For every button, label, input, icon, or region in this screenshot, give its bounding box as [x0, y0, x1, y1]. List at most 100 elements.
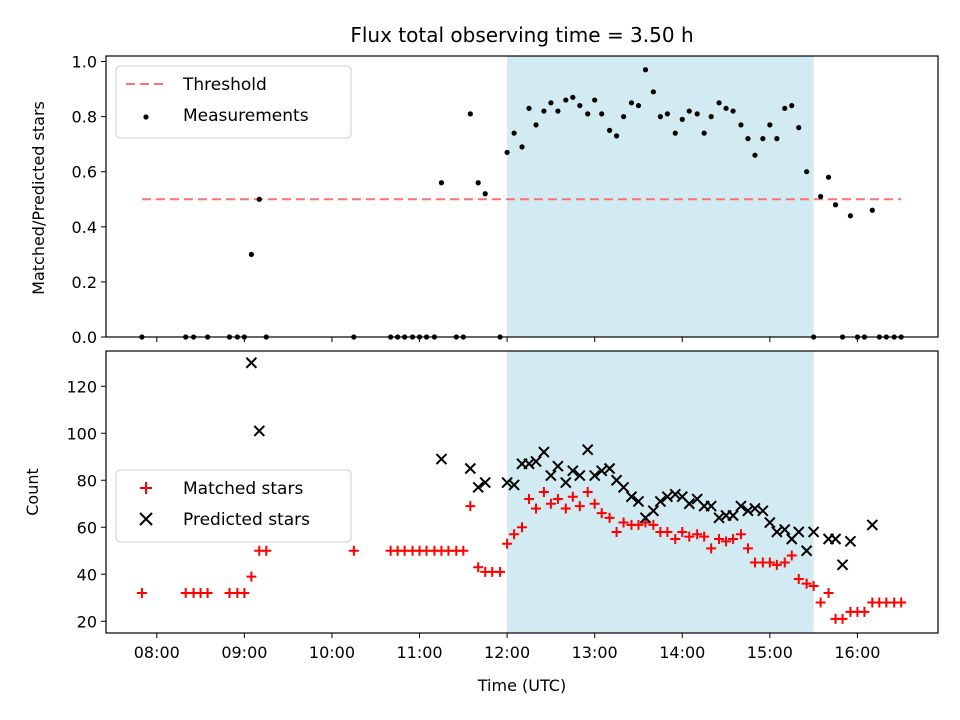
matched-stars-point	[239, 588, 250, 599]
data-point	[248, 251, 254, 257]
data-point	[548, 100, 554, 106]
predicted-stars-point	[647, 505, 660, 517]
matched-stars-point	[465, 501, 476, 512]
data-point	[555, 108, 561, 114]
predicted-stars-point	[253, 425, 265, 437]
x-tick-label: 10:00	[309, 643, 355, 662]
predicted-stars-point	[742, 505, 754, 517]
x-tick-label: 11:00	[396, 643, 442, 662]
data-point	[738, 122, 744, 128]
predicted-stars-point	[800, 545, 813, 557]
predicted-stars-point	[574, 469, 586, 482]
matched-stars-point	[473, 562, 484, 573]
matched-stars-point	[648, 519, 659, 530]
legend-predicted-marker	[139, 512, 153, 526]
data-point	[563, 97, 569, 103]
predicted-stars-point	[245, 357, 258, 369]
data-point	[767, 122, 773, 128]
data-point	[672, 130, 678, 136]
predicted-stars-point	[713, 512, 725, 524]
axes-frame	[105, 55, 939, 338]
y-tick-label: 0.8	[72, 108, 97, 127]
matched-stars-point	[728, 534, 739, 544]
matched-stars-point	[859, 606, 870, 617]
data-point	[796, 125, 802, 131]
matched-stars-point	[618, 517, 629, 528]
y-tick-label: 100	[66, 424, 97, 443]
matched-stars-point	[771, 559, 782, 570]
matched-stars-point	[692, 529, 703, 540]
matched-stars-point	[261, 545, 272, 556]
data-point	[519, 144, 525, 150]
predicted-stars-point	[793, 526, 805, 538]
data-point	[475, 180, 481, 186]
y-axis-label-top: Matched/Predicted stars	[29, 101, 48, 295]
data-point	[701, 130, 707, 136]
matched-stars-point	[684, 531, 695, 542]
matched-stars-point	[611, 526, 622, 537]
observing-window-shade	[507, 351, 814, 633]
data-point	[599, 111, 605, 117]
matched-stars-point	[699, 531, 710, 542]
predicted-stars-point	[472, 481, 484, 494]
matched-stars-point	[662, 526, 673, 537]
x-tick-label: 13:00	[572, 643, 618, 662]
legend-label: Predicted stars	[183, 510, 310, 530]
predicted-stars-point	[683, 498, 695, 510]
data-point	[526, 105, 532, 111]
matched-stars-point	[786, 550, 797, 561]
data-point	[664, 111, 670, 117]
data-point	[256, 196, 262, 202]
predicted-stars-point	[617, 481, 630, 494]
data-point	[570, 94, 576, 100]
data-point	[642, 67, 649, 73]
predicted-stars-point	[595, 465, 608, 477]
matched-stars-point	[545, 498, 556, 509]
matched-stars-point	[808, 581, 819, 591]
legend: Matched stars Predicted stars	[115, 469, 352, 543]
predicted-stars-point	[807, 526, 820, 538]
matched-stars-point	[714, 534, 725, 544]
legend-label: Threshold	[182, 75, 267, 95]
predicted-stars-point	[836, 559, 849, 571]
matched-stars-point	[531, 503, 542, 514]
data-point	[716, 100, 722, 106]
data-point	[613, 133, 620, 139]
predicted-stars-point	[538, 446, 550, 458]
data-point	[774, 136, 780, 142]
matched-stars-point	[793, 573, 804, 584]
chart-title: Flux total observing time = 3.50 h	[350, 23, 693, 47]
matched-stars-point	[517, 522, 527, 533]
bottom-panel: 20 40 60 80 100 120 08:00 09:00 10:00 11:00 12:00 1…	[66, 350, 939, 662]
predicted-stars-point	[603, 462, 616, 475]
matched-stars-point	[495, 566, 506, 577]
legend-measurements-marker	[143, 114, 149, 120]
matched-stars-point	[677, 526, 688, 537]
y-tick-label: 0.0	[72, 328, 97, 347]
data-point	[628, 100, 635, 106]
predicted-stars-point	[508, 479, 520, 491]
y-tick-label: 20	[77, 612, 97, 631]
y-tick-label: 60	[77, 518, 97, 537]
data-point	[650, 89, 656, 95]
matched-stars-point	[801, 578, 812, 589]
matched-stars-point	[604, 512, 615, 523]
data-point	[679, 116, 685, 122]
predicted-stars-point	[735, 500, 747, 512]
predicted-stars-point	[829, 533, 842, 545]
predicted-stars-point	[523, 458, 535, 470]
predicted-stars-point	[567, 465, 579, 477]
legend: Threshold Measurements	[115, 65, 352, 139]
predicted-stars-point	[654, 495, 667, 508]
predicted-stars-point	[552, 460, 564, 472]
data-point	[657, 114, 663, 120]
predicted-stars-point	[779, 523, 791, 536]
legend-matched-marker	[140, 482, 152, 494]
predicted-stars-point	[669, 488, 681, 501]
data-point	[847, 213, 854, 219]
data-point	[832, 202, 839, 208]
legend-label: Measurements	[183, 106, 309, 126]
data-point	[760, 136, 766, 142]
data-point	[511, 130, 517, 136]
